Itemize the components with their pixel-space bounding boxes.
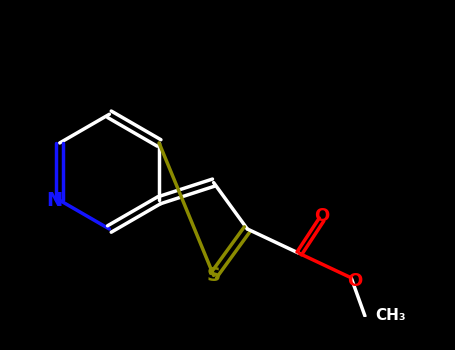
Text: CH₃: CH₃ [375,308,406,323]
Text: N: N [46,191,62,210]
Text: O: O [347,272,362,290]
Text: O: O [314,207,329,225]
Text: S: S [207,266,221,285]
